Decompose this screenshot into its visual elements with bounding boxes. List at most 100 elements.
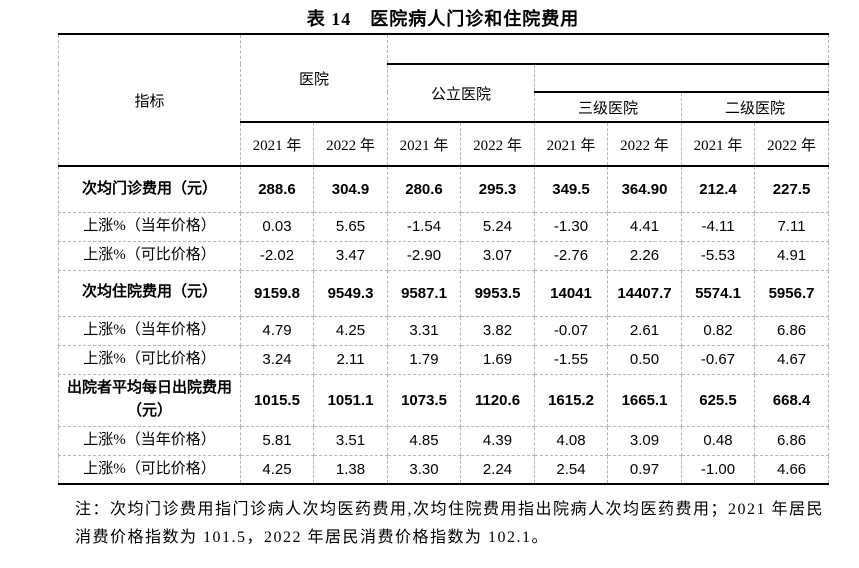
cell-value: 1073.5 bbox=[387, 373, 462, 427]
cell-value: 288.6 bbox=[240, 165, 314, 213]
cell-value: 227.5 bbox=[754, 165, 830, 213]
cell-value: 5956.7 bbox=[754, 269, 830, 317]
cell-value: 1120.6 bbox=[460, 373, 536, 427]
cell-value: 0.97 bbox=[607, 454, 683, 485]
cell-value: 668.4 bbox=[754, 373, 830, 427]
cell-value: 6.86 bbox=[754, 425, 830, 456]
column-header-indicator: 指标 bbox=[58, 33, 241, 167]
row-label: 上涨%（当年价格） bbox=[58, 211, 241, 242]
row-label: 上涨%（当年价格） bbox=[58, 425, 241, 456]
cell-value: 3.47 bbox=[312, 240, 389, 271]
cell-value: 2.61 bbox=[607, 315, 683, 346]
cell-value: 4.67 bbox=[754, 344, 830, 375]
cell-value: 9549.3 bbox=[312, 269, 389, 317]
table-row: 上涨%（当年价格） 5.81 3.51 4.85 4.39 4.08 3.09 … bbox=[58, 425, 830, 456]
cell-value: 4.25 bbox=[240, 454, 314, 485]
cell-value: -1.00 bbox=[681, 454, 756, 485]
table-row: 出院者平均每日出院费用 （元） 1015.5 1051.1 1073.5 112… bbox=[58, 373, 830, 427]
cell-value: 6.86 bbox=[754, 315, 830, 346]
cell-value: 4.85 bbox=[387, 425, 462, 456]
cell-value: -2.76 bbox=[534, 240, 609, 271]
year-header: 2022 年 bbox=[460, 121, 536, 167]
cell-value: 4.08 bbox=[534, 425, 609, 456]
cell-value: 4.39 bbox=[460, 425, 536, 456]
cell-value: 0.50 bbox=[607, 344, 683, 375]
cell-value: 2.24 bbox=[460, 454, 536, 485]
cell-value: 2.11 bbox=[312, 344, 389, 375]
cell-value: 4.25 bbox=[312, 315, 389, 346]
column-group-secondary-hospital: 二级医院 bbox=[681, 91, 830, 123]
row-label: 上涨%（可比价格） bbox=[58, 344, 241, 375]
header-row-1: 指标 医院 bbox=[58, 33, 830, 167]
cell-value: 5.24 bbox=[460, 211, 536, 242]
footnote: 注：次均门诊费用指门诊病人次均医药费用,次均住院费用指出院病人次均医药费用；20… bbox=[75, 501, 825, 546]
year-header: 2021 年 bbox=[534, 121, 609, 167]
cell-value: 14407.7 bbox=[607, 269, 683, 317]
cell-value: 4.79 bbox=[240, 315, 314, 346]
column-group-tertiary-hospital: 三级医院 bbox=[534, 91, 683, 123]
row-label: 上涨%（当年价格） bbox=[58, 315, 241, 346]
cell-value: 2.26 bbox=[607, 240, 683, 271]
cell-value: 625.5 bbox=[681, 373, 756, 427]
row-label: 次均门诊费用（元） bbox=[58, 165, 241, 213]
header-row-years: 2021 年 2022 年 2021 年 2022 年 2021 年 2022 … bbox=[59, 121, 830, 167]
year-header: 2022 年 bbox=[312, 121, 389, 167]
table-row: 上涨%（当年价格） 4.79 4.25 3.31 3.82 -0.07 2.61… bbox=[58, 315, 830, 346]
cell-value: -2.02 bbox=[240, 240, 314, 271]
header-row-2: 公立医院 bbox=[59, 63, 830, 123]
table-row: 次均住院费用（元） 9159.8 9549.3 9587.1 9953.5 14… bbox=[58, 269, 830, 317]
header-spacer bbox=[387, 33, 830, 65]
cell-value: 3.51 bbox=[312, 425, 389, 456]
row-label: 次均住院费用（元） bbox=[58, 269, 241, 317]
cell-value: -4.11 bbox=[681, 211, 756, 242]
cell-value: -1.54 bbox=[387, 211, 462, 242]
cell-value: 1615.2 bbox=[534, 373, 609, 427]
cell-value: 1665.1 bbox=[607, 373, 683, 427]
column-group-public-hospital: 公立医院 bbox=[387, 63, 536, 123]
row-label: 上涨%（可比价格） bbox=[58, 240, 241, 271]
header-row-3: 三级医院 二级医院 bbox=[59, 91, 830, 123]
cell-value: 1015.5 bbox=[240, 373, 314, 427]
table-row: 次均门诊费用（元） 288.6 304.9 280.6 295.3 349.5 … bbox=[58, 165, 830, 213]
column-group-hospital: 医院 bbox=[239, 33, 389, 123]
cell-value: 304.9 bbox=[312, 165, 389, 213]
cell-value: 7.11 bbox=[754, 211, 830, 242]
year-header: 2021 年 bbox=[240, 121, 314, 167]
cell-value: 0.82 bbox=[681, 315, 756, 346]
cell-value: 3.31 bbox=[387, 315, 462, 346]
cell-value: 2.54 bbox=[534, 454, 609, 485]
cell-value: -2.90 bbox=[387, 240, 462, 271]
cell-value: 5.81 bbox=[240, 425, 314, 456]
cell-value: -5.53 bbox=[681, 240, 756, 271]
cell-value: 4.41 bbox=[607, 211, 683, 242]
cell-value: -0.07 bbox=[534, 315, 609, 346]
cell-value: 0.48 bbox=[681, 425, 756, 456]
cell-value: 280.6 bbox=[387, 165, 462, 213]
header-spacer bbox=[534, 63, 830, 93]
hospital-costs-table: 指标 医院 公立医院 三级医院 二级医院 2021 年 2022 年 2021 … bbox=[58, 33, 830, 485]
cell-value: 4.66 bbox=[754, 454, 830, 485]
cell-value: 1.69 bbox=[460, 344, 536, 375]
cell-value: 212.4 bbox=[681, 165, 756, 213]
table-row: 上涨%（可比价格） 3.24 2.11 1.79 1.69 -1.55 0.50… bbox=[58, 344, 830, 375]
cell-value: 1.79 bbox=[387, 344, 462, 375]
cell-value: 349.5 bbox=[534, 165, 609, 213]
year-header: 2021 年 bbox=[387, 121, 462, 167]
row-label: 出院者平均每日出院费用 （元） bbox=[58, 373, 241, 427]
cell-value: 14041 bbox=[534, 269, 609, 317]
cell-value: 5.65 bbox=[312, 211, 389, 242]
cell-value: 3.07 bbox=[460, 240, 536, 271]
cell-value: 4.91 bbox=[754, 240, 830, 271]
cell-value: 0.03 bbox=[240, 211, 314, 242]
cell-value: -1.30 bbox=[534, 211, 609, 242]
cell-value: 364.90 bbox=[607, 165, 683, 213]
cell-value: -0.67 bbox=[681, 344, 756, 375]
table-row: 上涨%（可比价格） -2.02 3.47 -2.90 3.07 -2.76 2.… bbox=[58, 240, 830, 271]
cell-value: 5574.1 bbox=[681, 269, 756, 317]
cell-value: 3.82 bbox=[460, 315, 536, 346]
cell-value: -1.55 bbox=[534, 344, 609, 375]
table-row: 上涨%（可比价格） 4.25 1.38 3.30 2.24 2.54 0.97 … bbox=[58, 454, 830, 485]
cell-value: 295.3 bbox=[460, 165, 536, 213]
cell-value: 3.24 bbox=[240, 344, 314, 375]
